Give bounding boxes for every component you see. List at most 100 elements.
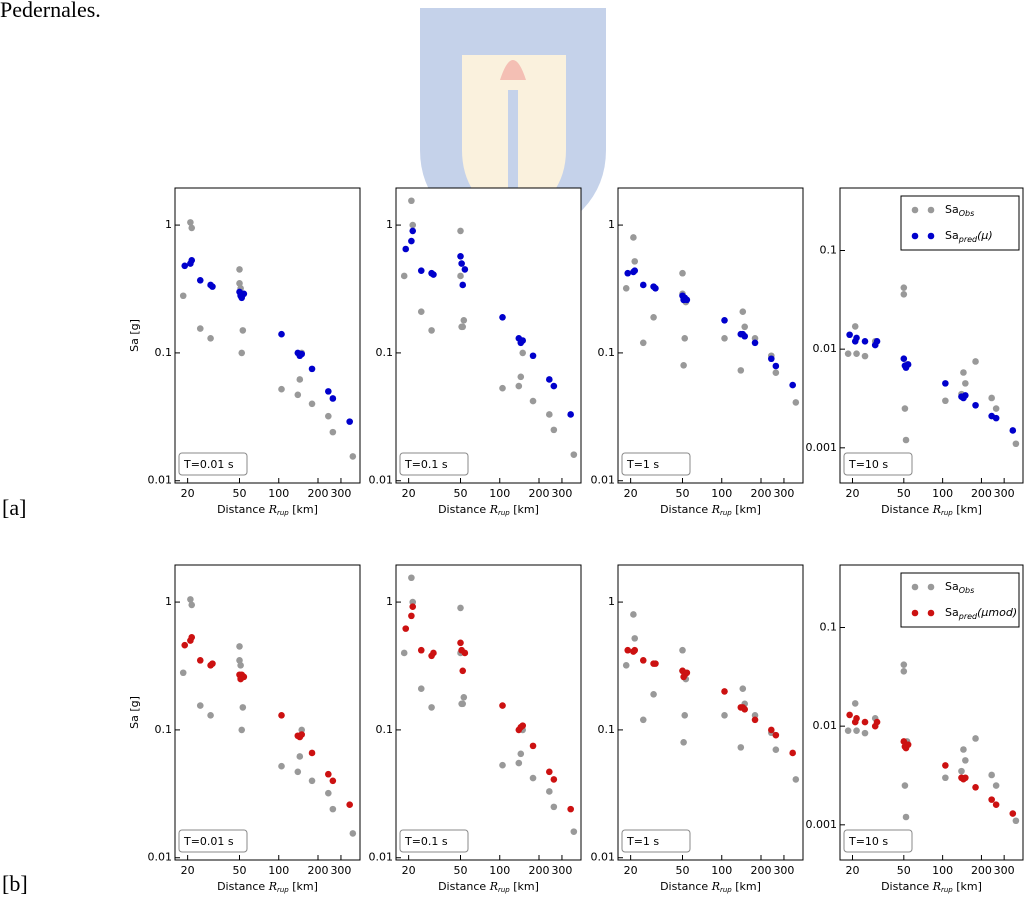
data-point — [529, 397, 537, 405]
x-label-sub: rup — [941, 509, 953, 517]
data-point — [207, 335, 214, 342]
legend-label: SaObs — [945, 580, 974, 595]
data-point — [409, 603, 417, 611]
y-tick-label: 0.01 — [813, 719, 838, 732]
x-label-var: R — [268, 503, 277, 516]
data-point — [278, 330, 285, 338]
data-point — [861, 352, 869, 360]
data-point — [325, 412, 332, 420]
data-point — [459, 281, 467, 289]
data-point — [428, 327, 435, 334]
data-point — [901, 782, 909, 789]
x-tick-label: 200 — [750, 487, 771, 500]
data-point — [402, 245, 410, 253]
annotation-box — [399, 452, 469, 476]
annotation-box — [843, 452, 913, 476]
data-point — [873, 338, 881, 345]
x-axis-label: Distance Rrup [km] — [217, 880, 318, 896]
data-point — [861, 718, 869, 726]
x-tick-label: 100 — [711, 487, 732, 500]
data-point — [179, 292, 187, 300]
data-point — [737, 367, 745, 374]
legend-name: Sa — [945, 580, 959, 593]
x-label-sub: rup — [277, 886, 289, 894]
y-axis-label: Sa [g] — [128, 319, 141, 352]
data-point — [417, 646, 425, 654]
x-tick-label: 20 — [845, 864, 859, 877]
data-point — [237, 662, 244, 669]
x-label-text: Distance — [660, 880, 708, 893]
data-point — [179, 669, 187, 677]
annotation: T=10 s — [848, 835, 888, 848]
legend-marker — [911, 206, 919, 214]
legend-label: Sapred(μ) — [945, 229, 993, 244]
data-point — [992, 414, 1000, 422]
data-point — [900, 661, 908, 668]
x-tick-label: 200 — [971, 864, 992, 877]
data-point — [768, 355, 775, 363]
data-point — [902, 813, 910, 821]
data-point — [972, 401, 979, 409]
data-point — [546, 788, 553, 795]
data-point — [570, 828, 578, 835]
data-point — [187, 596, 194, 603]
data-point — [325, 789, 332, 797]
data-point — [851, 323, 859, 330]
legend-marker — [911, 232, 919, 240]
y-tick-label: 1 — [386, 218, 393, 231]
annotation-box — [621, 452, 691, 476]
x-label-text: Distance — [438, 880, 486, 893]
data-point — [550, 426, 558, 434]
x-label-sub: rup — [720, 886, 732, 894]
data-point — [972, 358, 979, 365]
y-tick-label: 0.1 — [598, 346, 616, 359]
data-point — [873, 718, 881, 726]
annotation-box — [178, 829, 248, 853]
data-point — [988, 771, 995, 779]
x-tick-label: 20 — [402, 864, 416, 877]
data-point — [240, 290, 248, 298]
x-tick-label: 200 — [750, 864, 771, 877]
legend-marker — [911, 609, 919, 617]
data-point — [988, 796, 995, 803]
data-point — [681, 712, 689, 719]
data-point — [846, 331, 853, 339]
data-point — [772, 731, 780, 739]
data-point — [546, 768, 553, 776]
x-tick-label: 50 — [233, 864, 247, 877]
data-point — [721, 335, 728, 342]
data-point — [988, 394, 995, 402]
data-point — [639, 281, 647, 289]
data-point — [844, 727, 852, 734]
y-tick-label: 0.01 — [148, 851, 173, 864]
data-point — [741, 332, 749, 340]
data-point — [408, 197, 415, 205]
data-point — [904, 741, 912, 748]
data-point — [900, 284, 908, 291]
x-label-var: R — [711, 503, 720, 516]
data-point — [329, 777, 337, 785]
data-point — [789, 381, 796, 389]
x-axis-label: Distance Rrup [km] — [438, 503, 539, 519]
data-point — [624, 269, 632, 277]
data-point — [631, 267, 639, 274]
x-tick-label: 100 — [489, 864, 510, 877]
data-point — [741, 705, 749, 713]
data-point — [457, 604, 464, 612]
data-point — [408, 612, 415, 620]
x-tick-label: 50 — [897, 487, 911, 500]
x-tick-label: 300 — [330, 487, 351, 500]
data-point — [349, 453, 357, 460]
data-point — [294, 768, 302, 776]
data-point — [457, 252, 464, 260]
legend-marker — [927, 609, 935, 617]
legend-label: Sapred(μmod) — [945, 606, 1017, 621]
annotation-box — [178, 452, 248, 476]
data-point — [308, 400, 316, 408]
y-tick-label: 1 — [165, 218, 172, 231]
data-point — [737, 744, 745, 751]
data-point — [900, 290, 908, 298]
data-point — [278, 762, 285, 770]
data-point — [529, 774, 537, 782]
x-tick-label: 50 — [897, 864, 911, 877]
